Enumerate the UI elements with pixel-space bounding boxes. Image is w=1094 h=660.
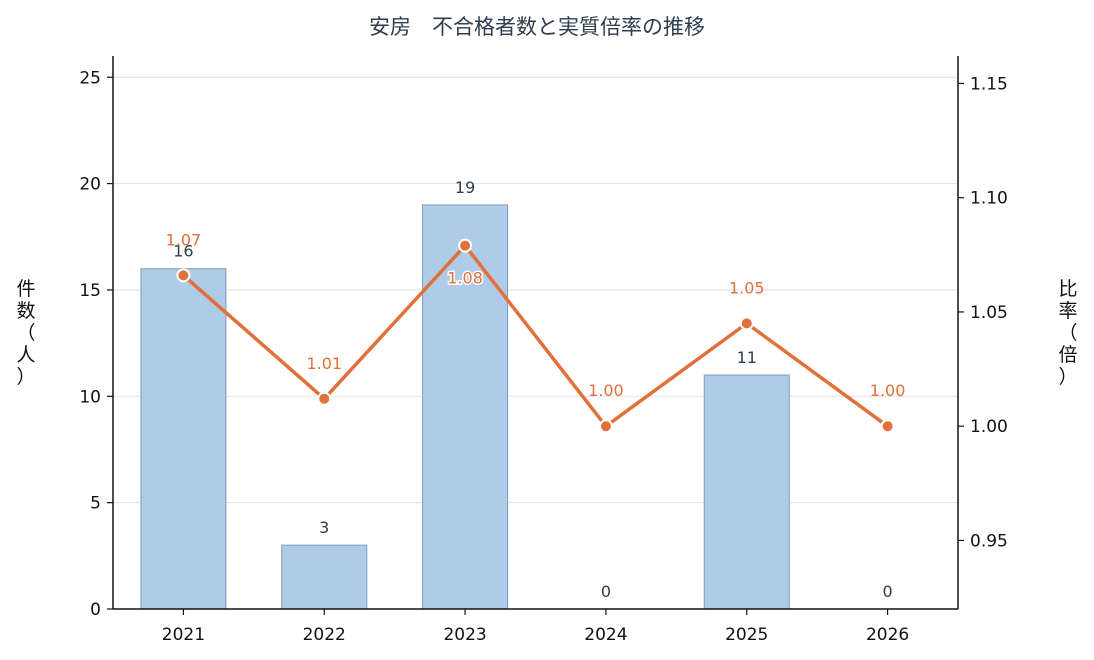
- y-axis-left-label: 件数（人）: [16, 278, 35, 388]
- y-axis-right-label: 比率（倍）: [1058, 278, 1077, 388]
- ratio-point-2026: [880, 419, 895, 434]
- ratio-point-2023: [458, 238, 473, 253]
- x-tick-label: 2026: [866, 625, 909, 645]
- y-right-tick-label: 0.95: [970, 531, 1008, 551]
- y-left-tick-label: 15: [79, 281, 101, 301]
- y-right-tick-label: 1.05: [970, 303, 1008, 323]
- ratio-point-2021: [176, 268, 191, 283]
- x-tick-label: 2025: [725, 625, 768, 645]
- y-left-tick-label: 5: [90, 494, 101, 514]
- ratio-point-2024: [598, 419, 613, 434]
- y-left-tick-label: 25: [79, 68, 101, 88]
- y-left-tick-label: 20: [79, 175, 101, 195]
- bar-value-label: 11: [737, 348, 757, 367]
- bars: [140, 204, 790, 610]
- ratio-line-path: [182, 243, 889, 428]
- bar-value-label: 19: [455, 178, 475, 197]
- ratio-line: [176, 238, 895, 434]
- grid: [113, 76, 958, 610]
- data-labels: 16 3 19 0 11 0 1.07 1.01 1.08 1.00 1.05 1.00: [166, 178, 906, 601]
- bar-value-label: 0: [882, 582, 892, 601]
- bar-2023: [422, 204, 509, 610]
- ratio-point-2022: [317, 391, 332, 406]
- x-tick-label: 2023: [443, 625, 486, 645]
- x-tick-label: 2024: [584, 625, 627, 645]
- chart-title: 安房 不合格者数と実質倍率の推移: [369, 15, 705, 39]
- ratio-point-2025: [739, 316, 754, 331]
- ratio-value-label: 1.00: [870, 381, 906, 400]
- bar-value-label: 3: [319, 518, 329, 537]
- x-tick-label: 2022: [303, 625, 346, 645]
- bar-value-label: 0: [601, 582, 611, 601]
- y-right-tick-label: 1.00: [970, 417, 1008, 437]
- y-left-tick-label: 0: [90, 600, 101, 620]
- ratio-value-label: 1.08: [447, 269, 483, 288]
- ratio-value-label: 1.00: [588, 381, 624, 400]
- ratio-value-label: 1.07: [166, 230, 202, 249]
- y-right-tick-label: 1.10: [970, 189, 1008, 209]
- y-right-tick-label: 1.15: [970, 74, 1008, 94]
- ratio-value-label: 1.05: [729, 278, 765, 297]
- bar-value-label: 16: [173, 242, 193, 261]
- ratio-value-label: 1.01: [306, 354, 342, 373]
- bar-2022: [281, 544, 368, 610]
- bar-2021: [140, 268, 227, 610]
- bar-2025: [703, 374, 790, 610]
- y-left-tick-label: 10: [79, 387, 101, 407]
- x-tick-label: 2021: [162, 625, 205, 645]
